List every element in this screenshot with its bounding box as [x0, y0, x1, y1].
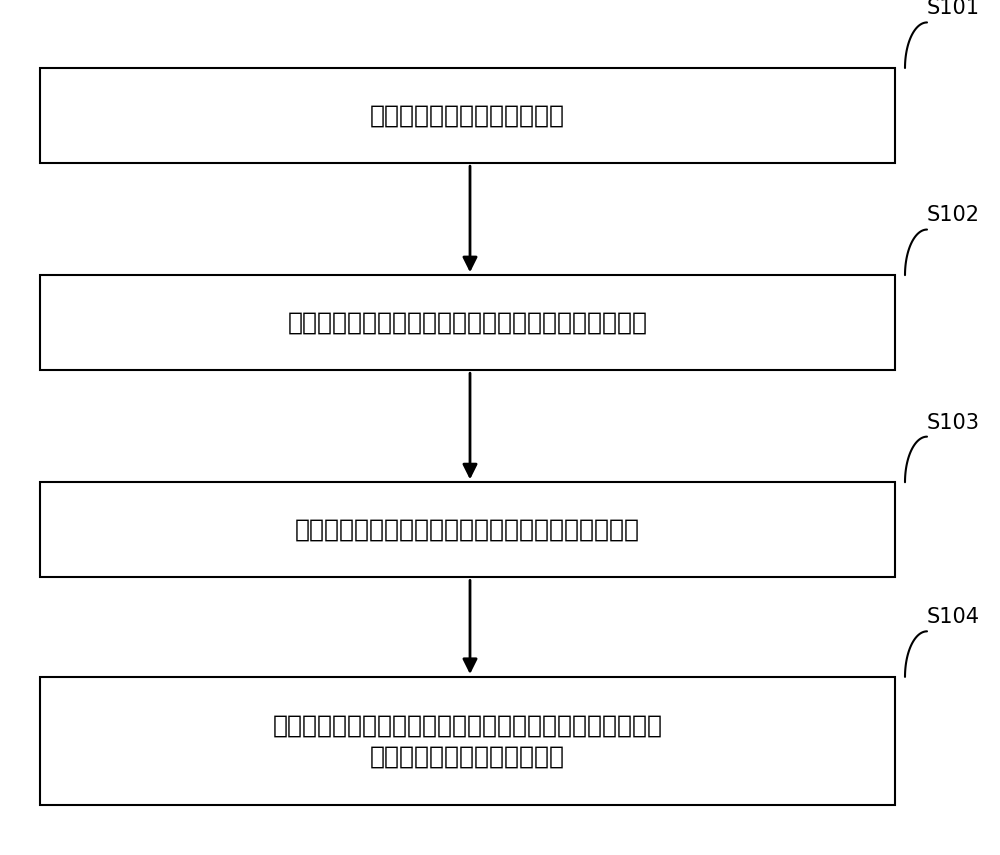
Text: 将所述目标特征值输入到目标故障模型进行故障检测，得到: 将所述目标特征值输入到目标故障模型进行故障检测，得到 [272, 713, 662, 737]
Text: S104: S104 [927, 607, 980, 628]
Bar [40, 677, 895, 805]
Text: 所述原始音频信号的检测结果: 所述原始音频信号的检测结果 [370, 745, 565, 769]
Bar [40, 275, 895, 370]
Bar [40, 482, 895, 577]
Text: S101: S101 [927, 0, 980, 18]
Text: 获取预设时长的原始音频信号: 获取预设时长的原始音频信号 [370, 103, 565, 127]
Text: S103: S103 [927, 412, 980, 433]
Text: 对所述原始音频信号进行数据降噪，得到目标音频信号: 对所述原始音频信号进行数据降噪，得到目标音频信号 [287, 310, 648, 335]
Bar [40, 68, 895, 163]
Text: S102: S102 [927, 205, 980, 226]
Text: 对所述目标音频信号进行特征提取，得到目标特征值: 对所述目标音频信号进行特征提取，得到目标特征值 [295, 518, 640, 542]
